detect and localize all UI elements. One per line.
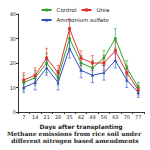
svg-text:42: 42 (78, 114, 84, 120)
svg-text:28: 28 (55, 114, 61, 120)
svg-text:20: 20 (10, 60, 16, 66)
svg-text:Urea: Urea (96, 7, 109, 13)
svg-text:63: 63 (112, 114, 118, 120)
svg-text:21: 21 (43, 114, 49, 120)
svg-text:40: 40 (10, 11, 16, 17)
svg-text:different nitrogen based amend: different nitrogen based amendments (11, 137, 139, 145)
svg-text:10: 10 (10, 85, 16, 91)
svg-text:56: 56 (101, 114, 107, 120)
svg-text:14: 14 (32, 114, 38, 120)
svg-text:Methane emissions from rice so: Methane emissions from rice soil under (7, 130, 143, 137)
svg-text:Days after transplanting: Days after transplanting (39, 123, 123, 131)
svg-text:49: 49 (89, 114, 95, 120)
svg-text:7: 7 (22, 114, 25, 120)
svg-text:0: 0 (13, 109, 16, 115)
svg-text:35: 35 (66, 114, 72, 120)
svg-text:70: 70 (124, 114, 130, 120)
svg-text:Control: Control (57, 7, 77, 13)
svg-text:77: 77 (135, 114, 141, 120)
svg-text:30: 30 (10, 36, 16, 42)
svg-text:Ammonium sulfate: Ammonium sulfate (57, 17, 110, 23)
